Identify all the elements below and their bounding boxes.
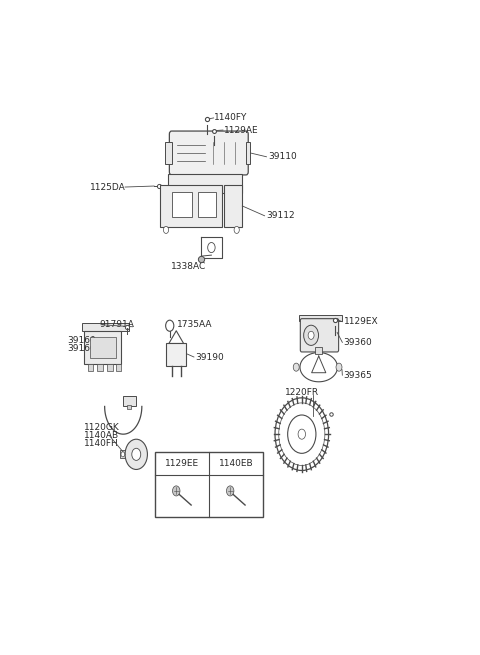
Bar bbox=[84, 331, 121, 364]
Circle shape bbox=[234, 227, 240, 233]
Bar bbox=[224, 185, 242, 227]
Circle shape bbox=[125, 440, 147, 470]
Circle shape bbox=[227, 486, 234, 496]
Circle shape bbox=[121, 452, 125, 457]
Bar bbox=[168, 174, 242, 193]
Text: 1120GK: 1120GK bbox=[84, 423, 120, 432]
Bar bbox=[246, 141, 251, 164]
Text: 1735AA: 1735AA bbox=[177, 320, 213, 329]
Circle shape bbox=[172, 486, 180, 496]
Bar bbox=[116, 364, 121, 371]
Text: 1129EE: 1129EE bbox=[165, 458, 199, 468]
Text: 39360: 39360 bbox=[344, 338, 372, 347]
Text: 1220FR: 1220FR bbox=[285, 388, 319, 397]
Text: 39190: 39190 bbox=[196, 352, 225, 362]
Circle shape bbox=[308, 331, 314, 339]
Text: 39112: 39112 bbox=[266, 212, 295, 220]
Bar bbox=[107, 364, 113, 371]
Circle shape bbox=[293, 363, 299, 371]
Text: 1338AC: 1338AC bbox=[171, 262, 206, 271]
Bar bbox=[172, 192, 192, 217]
Bar bbox=[315, 347, 323, 354]
Text: 1140EB: 1140EB bbox=[218, 458, 253, 468]
Bar bbox=[166, 343, 186, 366]
Bar bbox=[165, 141, 172, 164]
FancyBboxPatch shape bbox=[169, 131, 248, 175]
Text: 1140FH: 1140FH bbox=[84, 440, 119, 448]
Text: 39160: 39160 bbox=[67, 337, 96, 345]
Bar bbox=[90, 337, 116, 358]
Bar bbox=[83, 323, 129, 331]
Bar bbox=[88, 364, 94, 371]
Circle shape bbox=[166, 320, 174, 331]
Bar bbox=[299, 314, 342, 321]
Text: 1140FY: 1140FY bbox=[215, 113, 248, 122]
Bar bbox=[155, 452, 263, 517]
Bar bbox=[198, 192, 216, 217]
Bar bbox=[160, 185, 222, 227]
Bar bbox=[123, 396, 136, 406]
Bar bbox=[120, 450, 126, 458]
Circle shape bbox=[208, 242, 215, 253]
Text: 39365: 39365 bbox=[344, 371, 372, 380]
Bar bbox=[97, 364, 103, 371]
Text: 1129AE: 1129AE bbox=[224, 126, 258, 134]
Text: 91791A: 91791A bbox=[99, 320, 134, 329]
Text: 1140AB: 1140AB bbox=[84, 431, 120, 440]
Circle shape bbox=[336, 363, 342, 371]
Text: 39160B: 39160B bbox=[67, 345, 102, 354]
Circle shape bbox=[163, 227, 168, 233]
Circle shape bbox=[132, 448, 141, 460]
Text: 39110: 39110 bbox=[268, 152, 297, 161]
Text: 1129EX: 1129EX bbox=[344, 317, 378, 326]
Circle shape bbox=[304, 326, 319, 345]
Text: 1125DA: 1125DA bbox=[90, 183, 125, 191]
Circle shape bbox=[298, 429, 306, 440]
Bar bbox=[127, 405, 132, 409]
FancyBboxPatch shape bbox=[300, 319, 338, 352]
